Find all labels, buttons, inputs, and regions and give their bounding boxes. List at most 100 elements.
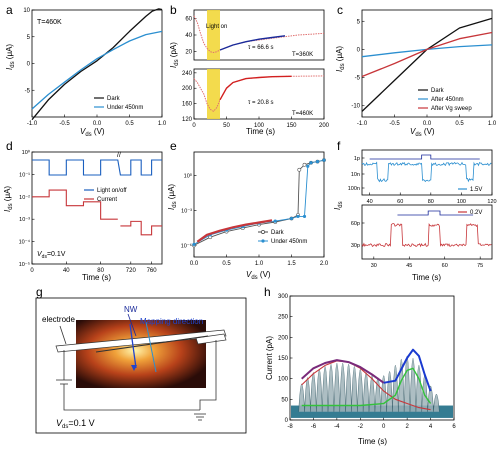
y-tick-label: 10⁻⁵	[19, 261, 30, 268]
y-tick-label: 10n	[351, 172, 360, 178]
pulse-peak	[310, 372, 317, 412]
x-tick-label: 80	[97, 268, 104, 274]
marker-under-450nm	[273, 219, 277, 223]
x-tick-label: 1.0	[488, 121, 497, 127]
panel-a-legend: Dark Under 450nm	[94, 96, 143, 111]
panel-f-bottom-legend: 0.2V	[458, 210, 482, 216]
x-tick-label: 150	[286, 123, 297, 129]
pulse-peak	[333, 362, 341, 412]
y-tick-label: 10⁻¹	[19, 172, 30, 178]
panel-c-xlabel: Vds (V)	[410, 127, 435, 138]
x-tick-label: 720	[126, 268, 137, 274]
legend-dark: Dark	[107, 96, 121, 102]
y-tick-label: 50	[281, 397, 288, 403]
light-on-label: Light on	[206, 24, 227, 30]
y-tick-label: 100	[278, 377, 289, 383]
marker-under-450nm	[322, 158, 326, 162]
x-tick-label: -0.5	[389, 121, 400, 127]
y-tick-label: 30p	[351, 243, 360, 249]
x-tick-label: -2	[358, 424, 364, 430]
x-tick-label: -4	[334, 424, 340, 430]
marker-under-450nm	[192, 242, 196, 247]
y-tick-label: 240	[182, 71, 193, 77]
electrode-right	[195, 333, 227, 345]
vds-label: Vds=0.1 V	[56, 418, 95, 430]
pulse-peak	[409, 358, 417, 412]
x-tick-label: 0	[382, 424, 386, 430]
pulse-peak	[427, 386, 434, 412]
series-under-450nm	[31, 30, 163, 110]
axis-break-mark: //	[117, 152, 121, 159]
y-tick-label: -5	[25, 88, 31, 94]
panel-a-temperature: T=460K	[37, 19, 62, 26]
x-tick-label: 1.0	[255, 261, 264, 267]
legend-under-450nm: Under 450nm	[271, 239, 307, 245]
x-tick-label: 0.5	[222, 261, 231, 267]
panel-d-vds-annotation: Vds=0.1V	[37, 251, 66, 260]
x-tick-label: 45	[406, 263, 412, 269]
panel-letter-a: a	[6, 3, 13, 17]
series-current	[32, 189, 118, 220]
legend-current: Current	[97, 197, 117, 203]
panel-d-legend: Light on/off Current	[84, 188, 127, 203]
marker-under-450nm	[315, 160, 320, 164]
mapping-arrow-head	[131, 365, 137, 371]
x-tick-label: -1.0	[357, 121, 368, 127]
panel-a-ylabel: Ids (μA)	[5, 44, 16, 70]
panel-letter-c: c	[337, 3, 343, 17]
x-tick-label: 2.0	[320, 261, 329, 267]
series-dark	[31, 8, 163, 121]
x-tick-label: 0.5	[125, 121, 134, 127]
x-tick-label: 1.5	[287, 261, 296, 267]
x-tick-label: 0.5	[455, 121, 464, 127]
y-tick-label: 250	[278, 315, 289, 321]
temp-top: T=360K	[292, 52, 313, 58]
x-tick-label: 80	[428, 199, 434, 205]
pulse-peak	[433, 393, 440, 412]
y-tick-label: 10⁻³	[19, 217, 30, 223]
series-peak-1	[301, 360, 431, 411]
panel-f-xlabel: Time (s)	[412, 273, 441, 282]
pulse-peak	[345, 364, 352, 412]
panel-a-frame	[31, 9, 163, 118]
y-tick-label: -10	[351, 104, 360, 110]
panel-f: 40 60 80 100 120 1p 10n 100n 30 45 60 75 30p 60p 1.5V…	[333, 149, 497, 282]
y-tick-label: 10⁰	[22, 149, 31, 156]
marker-under-450nm	[306, 164, 310, 168]
electrode-pointer	[59, 325, 67, 345]
legend-dark: Dark	[271, 230, 285, 236]
panel-c: -1.0 -0.5 0.0 0.5 1.0 -10 -5 0 5 Ids (μA) Vds (V…	[335, 9, 497, 138]
panel-h-xlabel: Time (s)	[358, 437, 387, 446]
panel-letter-g: g	[36, 285, 43, 299]
x-tick-label: 200	[319, 123, 330, 129]
panel-f-top-frame	[361, 149, 493, 196]
legend-after-450nm: After 450nm	[431, 97, 464, 103]
x-tick-label: 0	[192, 123, 196, 129]
panel-f-bottom-frame	[361, 204, 493, 260]
panel-c-frame	[361, 9, 493, 118]
panel-e-legend: Dark Under 450nm	[258, 230, 307, 245]
y-tick-label: 10⁻⁶	[181, 242, 192, 249]
x-tick-label: 6	[452, 424, 456, 430]
panel-f-ylabel: Ids	[333, 201, 344, 210]
y-tick-label: 60p	[351, 221, 360, 227]
nanowire	[95, 335, 209, 353]
x-tick-label: 40	[367, 199, 373, 205]
panel-d: 0 40 80 720 760 10⁻⁵ 10⁻⁴ 10⁻³ 10⁻² 10⁻¹ 10⁰ // Li…	[3, 149, 163, 282]
series-current	[120, 220, 162, 236]
series-peak-2	[301, 367, 432, 407]
y-tick-label: 10⁻³	[181, 208, 192, 214]
panel-b-ylabel: Ids (pA)	[169, 42, 180, 68]
y-tick-label: 10	[23, 8, 30, 14]
series-fit-bottom	[219, 75, 292, 101]
x-tick-label: 75	[477, 263, 483, 269]
y-tick-label: 40	[185, 33, 192, 39]
y-tick-label: 150	[278, 356, 289, 362]
tau-top: τ = 66.6 s	[248, 45, 274, 51]
pulse-peak	[304, 377, 311, 412]
series-0-2v	[361, 222, 492, 248]
series-after-vg-sweep	[361, 31, 493, 78]
y-tick-label: 200	[182, 86, 193, 92]
x-tick-label: 0	[30, 268, 34, 274]
legend-1-5v: 1.5V	[470, 187, 482, 193]
